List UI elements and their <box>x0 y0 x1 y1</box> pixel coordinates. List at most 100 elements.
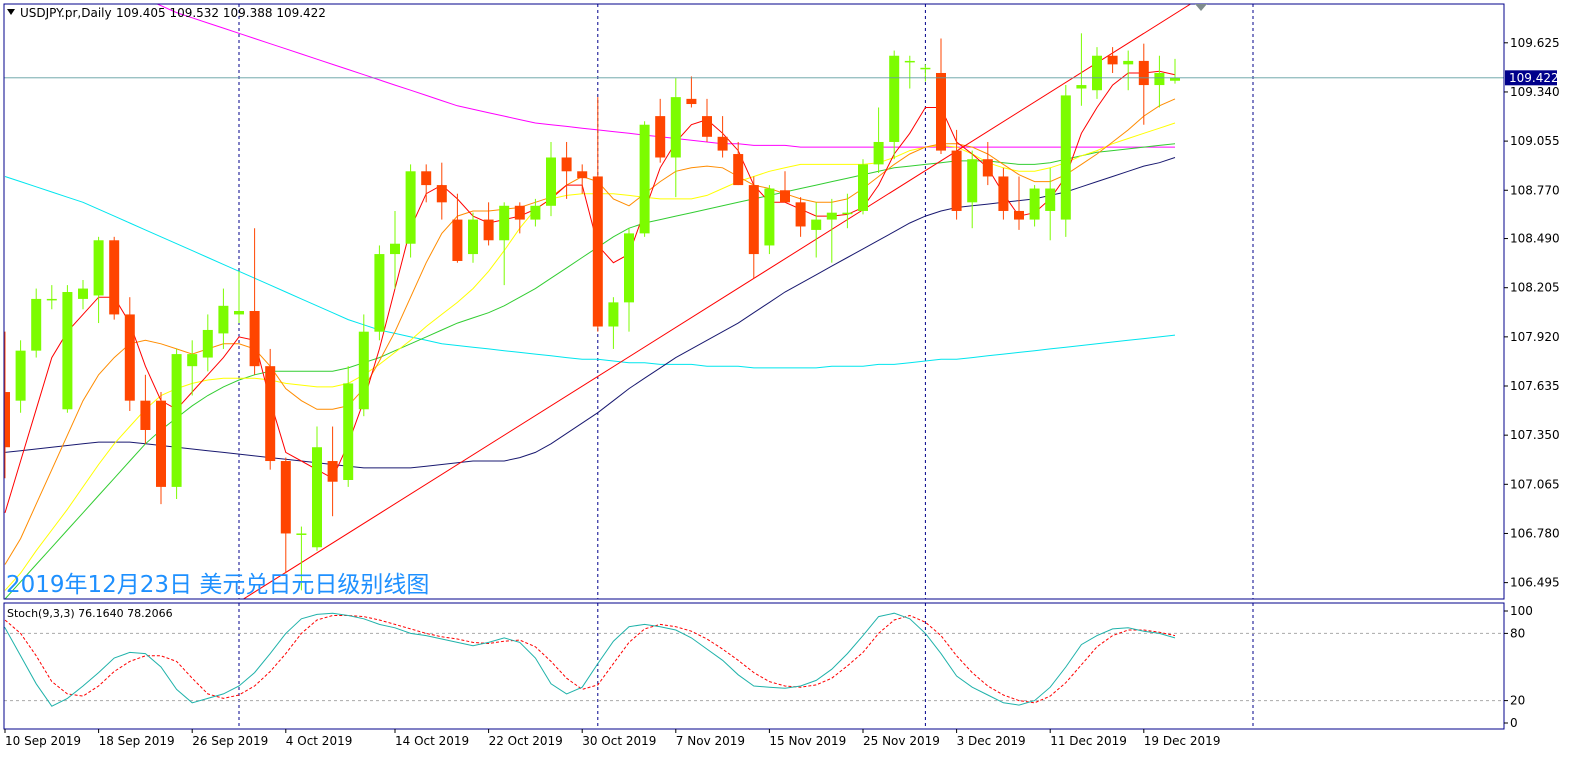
candle <box>982 141 993 186</box>
bull-candle-body <box>15 350 26 401</box>
candle <box>951 129 962 220</box>
trendline[interactable] <box>208 4 1191 621</box>
bull-candle-body <box>31 298 42 351</box>
bear-candle-body <box>998 176 1009 211</box>
bull-candle-body <box>670 97 681 158</box>
price-axis-label: 106.495 <box>1510 576 1560 590</box>
bear-candle-body <box>1138 60 1149 86</box>
chart-ohlc: 109.405 109.532 109.388 109.422 <box>116 6 326 20</box>
bull-candle-body <box>624 233 634 303</box>
candle <box>249 228 260 375</box>
bear-candle-body <box>592 176 603 327</box>
price-axis-label: 109.340 <box>1510 85 1560 99</box>
stoch-axis-label: 20 <box>1510 694 1525 708</box>
bear-candle-body <box>982 159 993 177</box>
bear-candle-body <box>280 461 291 534</box>
stoch-signal-line <box>4 614 1176 704</box>
price-axis-label: 107.350 <box>1510 428 1560 442</box>
bear-candle-body <box>1014 210 1024 220</box>
candle <box>842 193 853 229</box>
ma-fast-line <box>4 70 1176 513</box>
ma-navy-line <box>4 157 1176 469</box>
bull-candle-body <box>171 354 182 487</box>
chart-watermark: 2019年12月23日 美元兑日元日级别线图 <box>6 572 429 598</box>
candle <box>530 198 541 227</box>
bull-candle-body <box>312 447 322 548</box>
stoch-axis-label: 0 <box>1510 716 1518 730</box>
candle <box>717 116 728 158</box>
candle <box>936 38 946 155</box>
candle <box>78 279 88 310</box>
dropdown-triangle-icon[interactable] <box>7 9 15 15</box>
candle <box>1060 85 1071 237</box>
candle <box>561 141 572 199</box>
bull-candle-body <box>358 331 369 410</box>
price-axis-label: 109.055 <box>1510 134 1560 148</box>
bull-candle-body <box>296 533 307 535</box>
candle <box>483 202 494 246</box>
price-axis: 109.625 109.340 109.055 108.770 108.490 108.2… <box>1504 36 1560 590</box>
candlesticks <box>4 33 1180 591</box>
bull-candle-body <box>1170 77 1180 81</box>
candle <box>265 348 276 470</box>
bear-candle-body <box>795 202 806 227</box>
candle <box>436 162 447 220</box>
bear-candle-body <box>249 310 260 367</box>
time-axis-label: 15 Nov 2019 <box>769 734 846 748</box>
bear-candle-body <box>156 400 166 487</box>
bull-candle-body <box>873 141 884 165</box>
candle <box>1154 55 1165 108</box>
bull-candle-body <box>343 383 354 480</box>
bear-candle-body <box>1107 55 1118 65</box>
bull-candle-body <box>374 254 385 332</box>
bull-candle-body <box>405 171 416 244</box>
candle <box>748 176 759 279</box>
price-axis-label: 107.065 <box>1510 477 1560 491</box>
bull-candle-body <box>202 329 213 358</box>
stochastic-oscillator <box>4 612 1504 707</box>
candle <box>327 426 338 517</box>
candle <box>795 197 806 237</box>
stoch-axis: 100 80 20 0 <box>1504 604 1533 730</box>
bear-candle-body <box>452 219 463 261</box>
bull-candle-body <box>764 188 775 246</box>
stoch-plot-frame <box>3 602 1505 730</box>
bull-candle-body <box>390 243 400 255</box>
candle <box>312 426 322 551</box>
candle <box>1014 176 1024 230</box>
candle <box>1170 58 1180 84</box>
bear-candle-body <box>109 240 120 315</box>
bull-candle-body <box>639 124 650 234</box>
stoch-axis-label: 80 <box>1510 626 1525 640</box>
candle <box>171 348 182 499</box>
candle <box>577 164 588 194</box>
candle <box>670 78 681 198</box>
candle <box>140 374 151 444</box>
candle <box>156 392 166 505</box>
bull-candle-body <box>218 305 229 334</box>
candle <box>780 171 790 203</box>
time-axis-label: 30 Oct 2019 <box>582 734 656 748</box>
ma-orange-line <box>4 98 1176 565</box>
moving-averages <box>4 4 1176 599</box>
candle <box>624 228 634 332</box>
bear-candle-body <box>780 190 790 203</box>
current-price-label: 109.422 <box>1509 71 1559 85</box>
bull-candle-body <box>858 164 868 211</box>
candle <box>499 202 510 286</box>
bull-candle-body <box>608 302 619 327</box>
bear-candle-body <box>140 400 151 430</box>
bear-candle-body <box>514 205 525 220</box>
stoch-main-line <box>4 612 1176 707</box>
candle <box>1138 43 1149 125</box>
time-axis-label: 10 Sep 2019 <box>5 734 81 748</box>
candle <box>1045 167 1056 241</box>
bull-candle-body <box>1045 188 1056 211</box>
bear-candle-body <box>327 461 338 482</box>
chart-shift-marker-icon[interactable] <box>1195 4 1207 11</box>
trendline-layer[interactable] <box>208 4 1191 621</box>
price-axis-label: 107.920 <box>1510 330 1560 344</box>
price-axis-label: 108.490 <box>1510 232 1560 246</box>
bear-candle-body <box>748 185 759 255</box>
